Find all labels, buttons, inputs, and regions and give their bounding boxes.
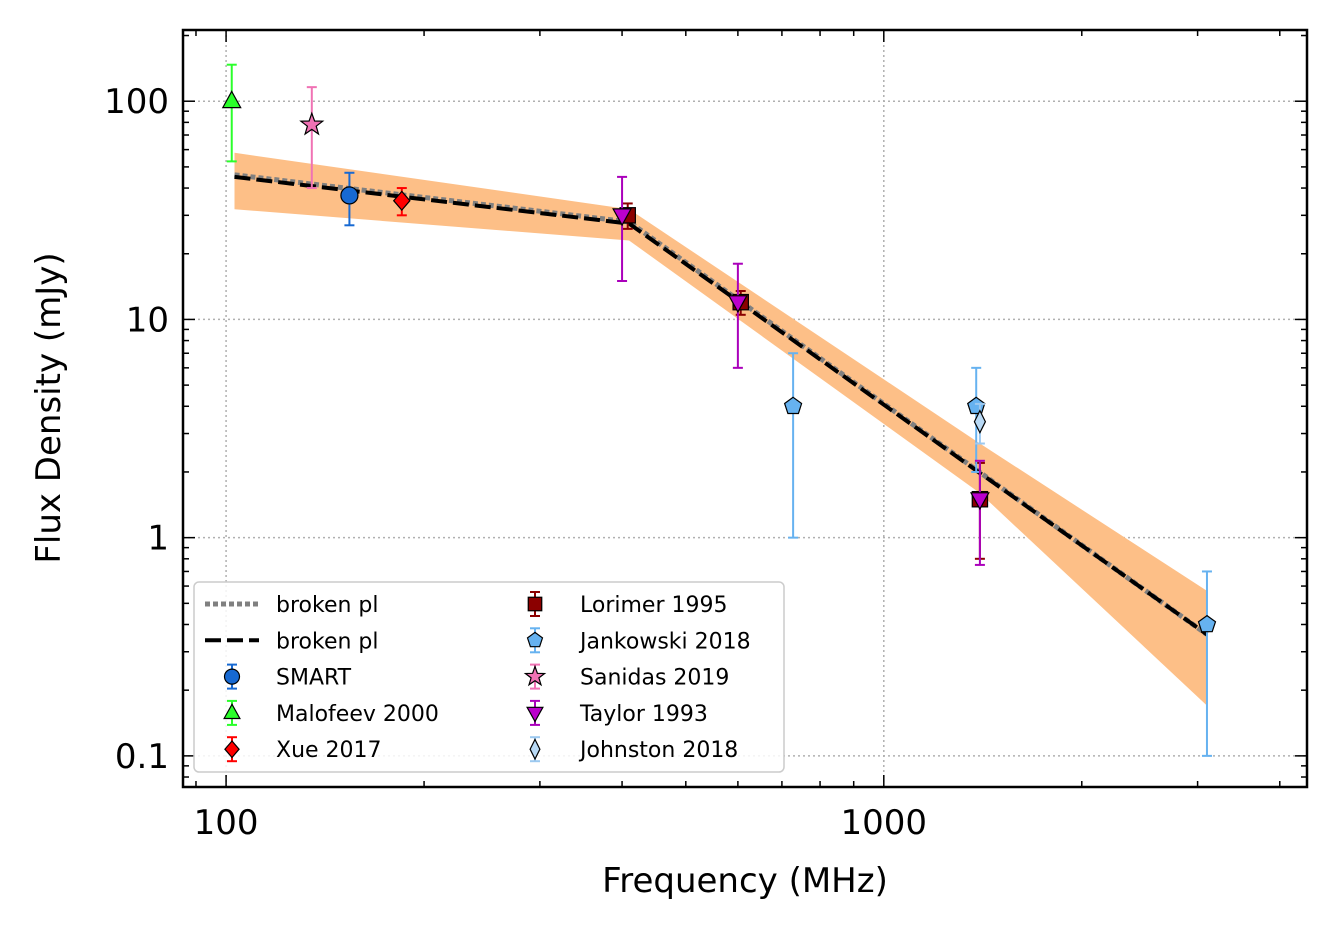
data-point <box>783 396 803 415</box>
series-triangle-up <box>221 63 242 163</box>
y-tick-label: 100 <box>104 82 169 122</box>
legend-item: broken pl <box>205 593 379 618</box>
legend-label: Malofeev 2000 <box>276 702 439 727</box>
series-circle <box>340 171 359 227</box>
y-tick-label: 10 <box>126 300 169 340</box>
data-point <box>392 190 411 212</box>
legend-item: Sanidas 2019 <box>523 663 729 691</box>
data-points-layer <box>221 63 1217 757</box>
legend-label: Sanidas 2019 <box>580 666 729 691</box>
series-thin-diamond <box>973 402 987 445</box>
data-point <box>612 208 633 227</box>
x-axis-label: Frequency (MHz) <box>602 861 888 901</box>
data-point <box>1197 614 1217 633</box>
legend-item: Xue 2017 <box>224 736 382 763</box>
legend-item: SMART <box>223 663 352 691</box>
legend-item: Jankowski 2018 <box>526 627 751 654</box>
legend-marker <box>529 738 541 761</box>
legend-label: Lorimer 1995 <box>580 593 727 618</box>
data-point <box>221 90 242 109</box>
legend-marker <box>223 703 241 720</box>
fit-line-2 <box>234 174 1209 637</box>
legend-marker <box>224 740 240 759</box>
legend-label: Taylor 1993 <box>579 702 708 727</box>
legend-marker <box>527 596 543 612</box>
legend-marker <box>526 631 544 648</box>
plot-frame <box>181 28 1309 789</box>
legend-marker <box>223 668 241 685</box>
legend-item: Johnston 2018 <box>529 736 738 763</box>
uncertainty-band <box>234 152 1207 706</box>
legend-label: SMART <box>276 666 352 691</box>
axes: 100 1000 0.1 1 10 100 <box>104 28 1309 843</box>
data-point <box>973 409 987 435</box>
x-tick-label: 1000 <box>841 803 928 843</box>
legend-marker <box>526 706 544 723</box>
legend-item: Lorimer 1995 <box>527 591 727 618</box>
y-tick-label: 1 <box>147 519 169 559</box>
uncertainty-band-layer <box>234 152 1207 706</box>
data-point <box>727 295 748 314</box>
x-tick-label: 100 <box>194 803 259 843</box>
series-diamond <box>392 187 411 217</box>
legend-label: broken pl <box>276 593 379 618</box>
series-star <box>299 86 325 190</box>
legend-label: Xue 2017 <box>276 738 382 763</box>
legend-item: Taylor 1993 <box>526 699 708 727</box>
legend: broken pl broken pl SMART Malofeev 2000 Xue … <box>193 581 785 773</box>
data-point <box>299 111 325 136</box>
data-point <box>340 186 359 205</box>
legend-label: broken pl <box>276 629 379 654</box>
legend-item: broken pl <box>205 629 379 654</box>
legend-marker <box>523 664 547 687</box>
series-triangle-down <box>612 175 990 566</box>
y-tick-label: 0.1 <box>115 737 169 777</box>
legend-item: Malofeev 2000 <box>223 699 439 727</box>
legend-label: Johnston 2018 <box>578 738 738 763</box>
legend-box <box>193 581 785 773</box>
legend-label: Jankowski 2018 <box>578 629 751 654</box>
data-point <box>969 492 990 511</box>
y-axis-label: Flux Density (mJy) <box>29 252 69 563</box>
fit-lines-layer <box>234 172 1209 637</box>
